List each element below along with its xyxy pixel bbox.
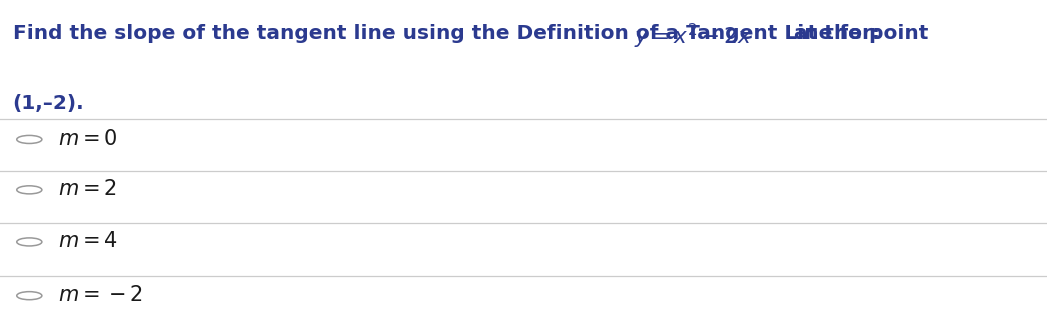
Text: at the point: at the point <box>787 24 929 43</box>
Text: $m=4$: $m=4$ <box>58 231 117 251</box>
Text: $m=-2$: $m=-2$ <box>58 285 142 305</box>
Text: $\mathit{y}=\mathit{x}^2-2\mathit{x}$: $\mathit{y}=\mathit{x}^2-2\mathit{x}$ <box>634 22 753 51</box>
Text: $m=0$: $m=0$ <box>58 129 117 149</box>
Text: (1,–2).: (1,–2). <box>13 94 84 113</box>
Text: Find the slope of the tangent line using the Definition of a Tangent Line for:: Find the slope of the tangent line using… <box>13 24 887 43</box>
Text: $m=2$: $m=2$ <box>58 179 116 199</box>
